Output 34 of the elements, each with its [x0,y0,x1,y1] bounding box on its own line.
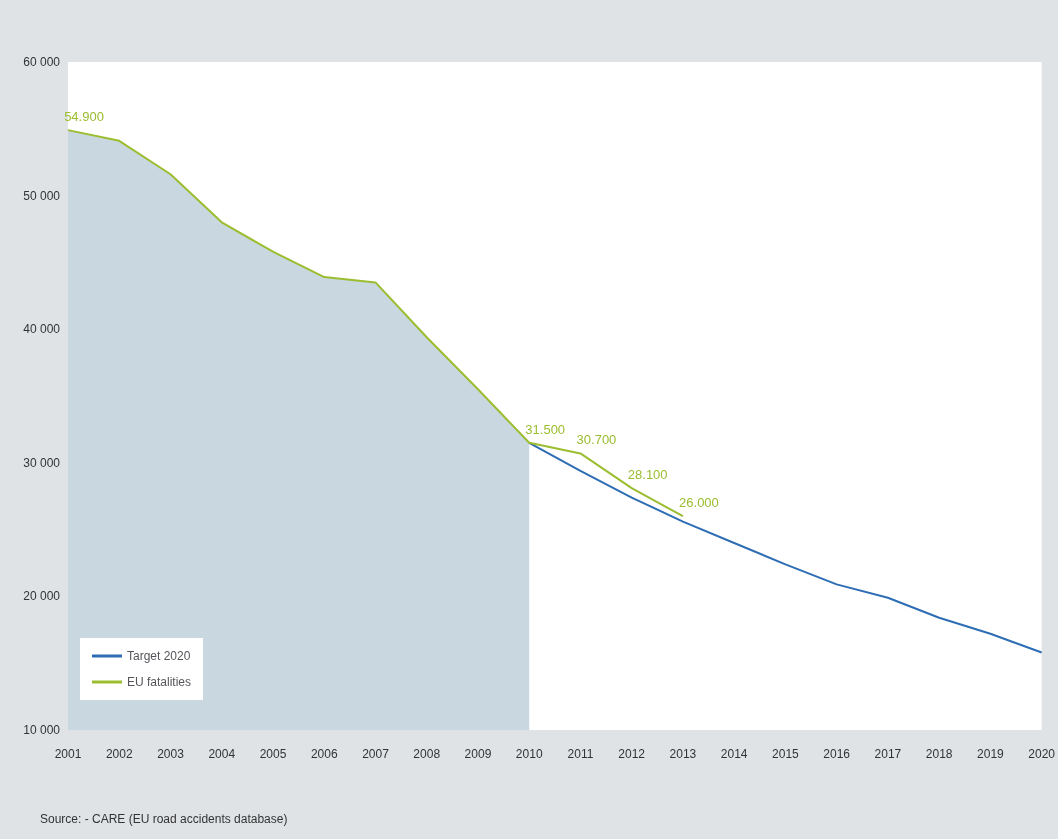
x-tick-label: 2013 [669,747,697,761]
data-label: 31.500 [525,421,566,437]
data-label: 54.900 [64,109,104,125]
x-tick-label: 2010 [515,747,543,761]
x-tick-label: 2015 [772,747,800,761]
x-tick-label: 2016 [823,747,851,761]
y-tick-label: 20 000 [23,589,61,604]
data-label: 26.000 [679,495,719,511]
x-tick-label: 2003 [157,747,185,761]
x-tick-label: 2012 [618,747,646,761]
x-tick-label: 2006 [310,747,338,761]
x-tick-label: 2009 [464,747,492,761]
x-tick-label: 2019 [977,747,1005,761]
legend-label: EU fatalities [127,675,192,689]
y-tick-label: 30 000 [23,455,61,470]
data-label: 28.100 [627,467,668,483]
x-tick-label: 2004 [208,747,236,761]
x-tick-label: 2011 [567,747,594,761]
x-tick-label: 2001 [54,747,82,761]
x-tick-label: 2005 [259,747,287,761]
x-tick-label: 2014 [720,747,748,761]
legend-label: Target 2020 [127,649,191,663]
x-tick-label: 2007 [362,747,390,761]
x-tick-label: 2017 [874,747,902,761]
source-note: Source: - CARE (EU road accidents database) [40,812,288,826]
y-tick-label: 40 000 [23,322,61,337]
x-tick-label: 2020 [1028,747,1056,761]
x-tick-label: 2008 [413,747,441,761]
x-tick-label: 2018 [925,747,953,761]
y-tick-label: 60 000 [23,55,61,69]
x-tick-label: 2002 [105,747,133,761]
y-tick-label: 10 000 [23,723,61,737]
y-tick-label: 50 000 [23,188,61,203]
data-label: 30.700 [576,432,617,448]
